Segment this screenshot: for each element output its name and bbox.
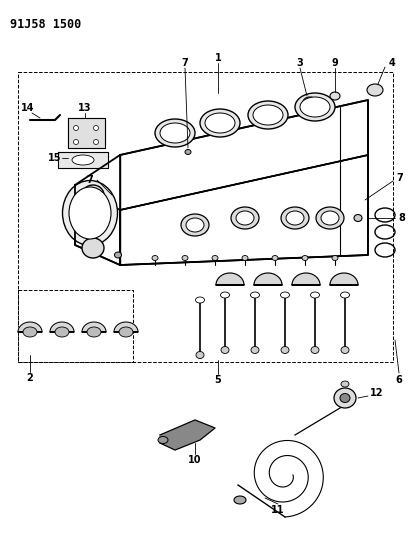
- Ellipse shape: [93, 140, 98, 144]
- Polygon shape: [82, 322, 106, 332]
- Polygon shape: [291, 273, 319, 285]
- Text: 10: 10: [188, 455, 201, 465]
- Ellipse shape: [285, 211, 303, 225]
- Text: 7: 7: [86, 175, 93, 185]
- Polygon shape: [216, 273, 243, 285]
- Ellipse shape: [82, 238, 104, 258]
- Ellipse shape: [82, 185, 104, 205]
- Ellipse shape: [340, 346, 348, 353]
- Polygon shape: [50, 322, 74, 332]
- Text: 13: 13: [78, 103, 92, 113]
- Text: 9: 9: [331, 58, 337, 68]
- Text: 7: 7: [396, 173, 402, 183]
- Ellipse shape: [62, 181, 117, 246]
- Ellipse shape: [155, 119, 195, 147]
- Text: 4: 4: [388, 58, 394, 68]
- Ellipse shape: [73, 140, 78, 144]
- Ellipse shape: [200, 109, 239, 137]
- Polygon shape: [254, 273, 281, 285]
- Ellipse shape: [280, 346, 288, 353]
- Ellipse shape: [182, 255, 188, 261]
- Ellipse shape: [353, 214, 361, 222]
- Ellipse shape: [186, 218, 204, 232]
- Ellipse shape: [329, 92, 339, 100]
- Polygon shape: [120, 155, 367, 265]
- Text: 15: 15: [48, 153, 62, 163]
- Text: 8: 8: [398, 213, 405, 223]
- Ellipse shape: [271, 255, 277, 261]
- Ellipse shape: [241, 255, 247, 261]
- Ellipse shape: [236, 211, 254, 225]
- Polygon shape: [160, 420, 214, 450]
- Ellipse shape: [93, 125, 98, 131]
- Ellipse shape: [204, 113, 234, 133]
- Polygon shape: [68, 118, 105, 148]
- Ellipse shape: [333, 388, 355, 408]
- Ellipse shape: [280, 207, 308, 229]
- Ellipse shape: [340, 381, 348, 387]
- Text: 12: 12: [369, 388, 382, 398]
- Ellipse shape: [310, 346, 318, 353]
- Ellipse shape: [301, 255, 307, 261]
- Ellipse shape: [87, 327, 101, 337]
- Ellipse shape: [160, 123, 189, 143]
- Ellipse shape: [247, 101, 287, 129]
- Text: 2: 2: [27, 373, 33, 383]
- Text: 3: 3: [296, 58, 303, 68]
- Ellipse shape: [114, 252, 121, 258]
- Polygon shape: [75, 100, 367, 265]
- Polygon shape: [114, 322, 138, 332]
- Ellipse shape: [220, 346, 229, 353]
- Ellipse shape: [23, 327, 37, 337]
- Ellipse shape: [234, 496, 245, 504]
- Ellipse shape: [180, 214, 209, 236]
- Ellipse shape: [315, 207, 343, 229]
- Bar: [18, 72, 392, 362]
- Ellipse shape: [184, 149, 191, 155]
- Text: 6: 6: [395, 375, 401, 385]
- Text: 14: 14: [21, 103, 35, 113]
- Ellipse shape: [320, 211, 338, 225]
- Bar: [18, 290, 133, 362]
- Ellipse shape: [280, 292, 289, 298]
- Ellipse shape: [366, 84, 382, 96]
- Text: 5: 5: [214, 375, 221, 385]
- Ellipse shape: [294, 93, 334, 121]
- Ellipse shape: [250, 346, 258, 353]
- Polygon shape: [58, 152, 108, 168]
- Ellipse shape: [196, 351, 204, 359]
- Text: 11: 11: [271, 505, 284, 515]
- Ellipse shape: [72, 155, 94, 165]
- Ellipse shape: [73, 125, 78, 131]
- Ellipse shape: [250, 292, 259, 298]
- Ellipse shape: [302, 97, 316, 107]
- Ellipse shape: [195, 297, 204, 303]
- Text: 1: 1: [214, 53, 221, 63]
- Ellipse shape: [331, 255, 337, 261]
- Ellipse shape: [55, 327, 69, 337]
- Ellipse shape: [157, 437, 168, 443]
- Ellipse shape: [339, 393, 349, 402]
- Ellipse shape: [252, 105, 282, 125]
- Polygon shape: [75, 185, 120, 265]
- Ellipse shape: [230, 207, 258, 229]
- Text: 7: 7: [181, 58, 188, 68]
- Ellipse shape: [82, 215, 104, 235]
- Text: 91J58 1500: 91J58 1500: [10, 18, 81, 31]
- Ellipse shape: [152, 255, 157, 261]
- Ellipse shape: [220, 292, 229, 298]
- Ellipse shape: [339, 292, 348, 298]
- Polygon shape: [18, 322, 42, 332]
- Ellipse shape: [69, 187, 111, 239]
- Ellipse shape: [299, 97, 329, 117]
- Polygon shape: [329, 273, 357, 285]
- Polygon shape: [120, 100, 367, 210]
- Ellipse shape: [211, 255, 218, 261]
- Ellipse shape: [119, 327, 133, 337]
- Ellipse shape: [310, 292, 319, 298]
